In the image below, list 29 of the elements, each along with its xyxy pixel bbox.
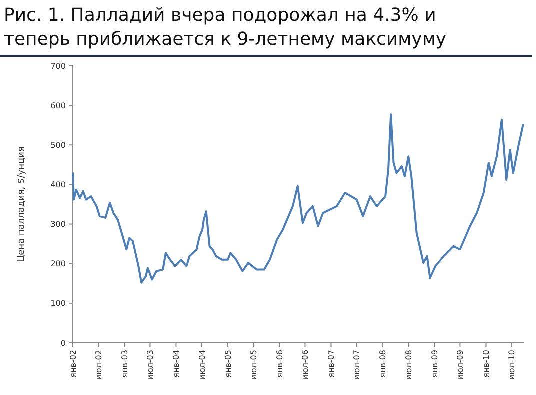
line-series	[72, 114, 524, 284]
x-tick-label: янв-03	[120, 350, 130, 378]
x-tick-label: июл-05	[249, 350, 258, 380]
x-tick-label: янв-09	[430, 350, 440, 378]
x-tick-label: июл-02	[94, 350, 104, 380]
x-tick-label: июл-08	[404, 350, 414, 380]
y-tick-label: 500	[50, 140, 66, 150]
y-tick-label: 400	[50, 180, 66, 190]
x-tick-label: янв-06	[275, 350, 284, 378]
x-tick-label: янв-02	[68, 350, 78, 378]
y-tick-label: 700	[50, 62, 66, 71]
x-tick-label: янв-07	[327, 350, 336, 378]
x-tick-label: янв-10	[482, 350, 492, 378]
y-tick-label: 0	[60, 338, 66, 348]
x-tick-label: июл-03	[146, 350, 156, 380]
x-tick-label: янв-08	[378, 350, 388, 378]
x-tick-label: янв-04	[172, 350, 182, 378]
y-tick-label: 100	[50, 299, 66, 308]
y-tick-label: 600	[50, 101, 66, 110]
x-tick-label: июл-06	[301, 350, 310, 380]
x-tick-label: июл-10	[508, 350, 517, 380]
x-tick-label: июл-07	[352, 350, 362, 380]
x-tick-label: янв-05	[224, 350, 233, 378]
y-tick-label: 300	[50, 220, 66, 230]
chart-title: Рис. 1. Палладий вчера подорожал на 4.3% и теперь приближается к 9-летнему максимуму	[4, 5, 447, 50]
x-tick-label: июл-09	[456, 350, 466, 380]
x-tick-label: июл-04	[198, 350, 207, 380]
y-tick-label: 200	[50, 260, 66, 269]
y-axis-title: Цена палладия, $/унция	[17, 146, 27, 262]
